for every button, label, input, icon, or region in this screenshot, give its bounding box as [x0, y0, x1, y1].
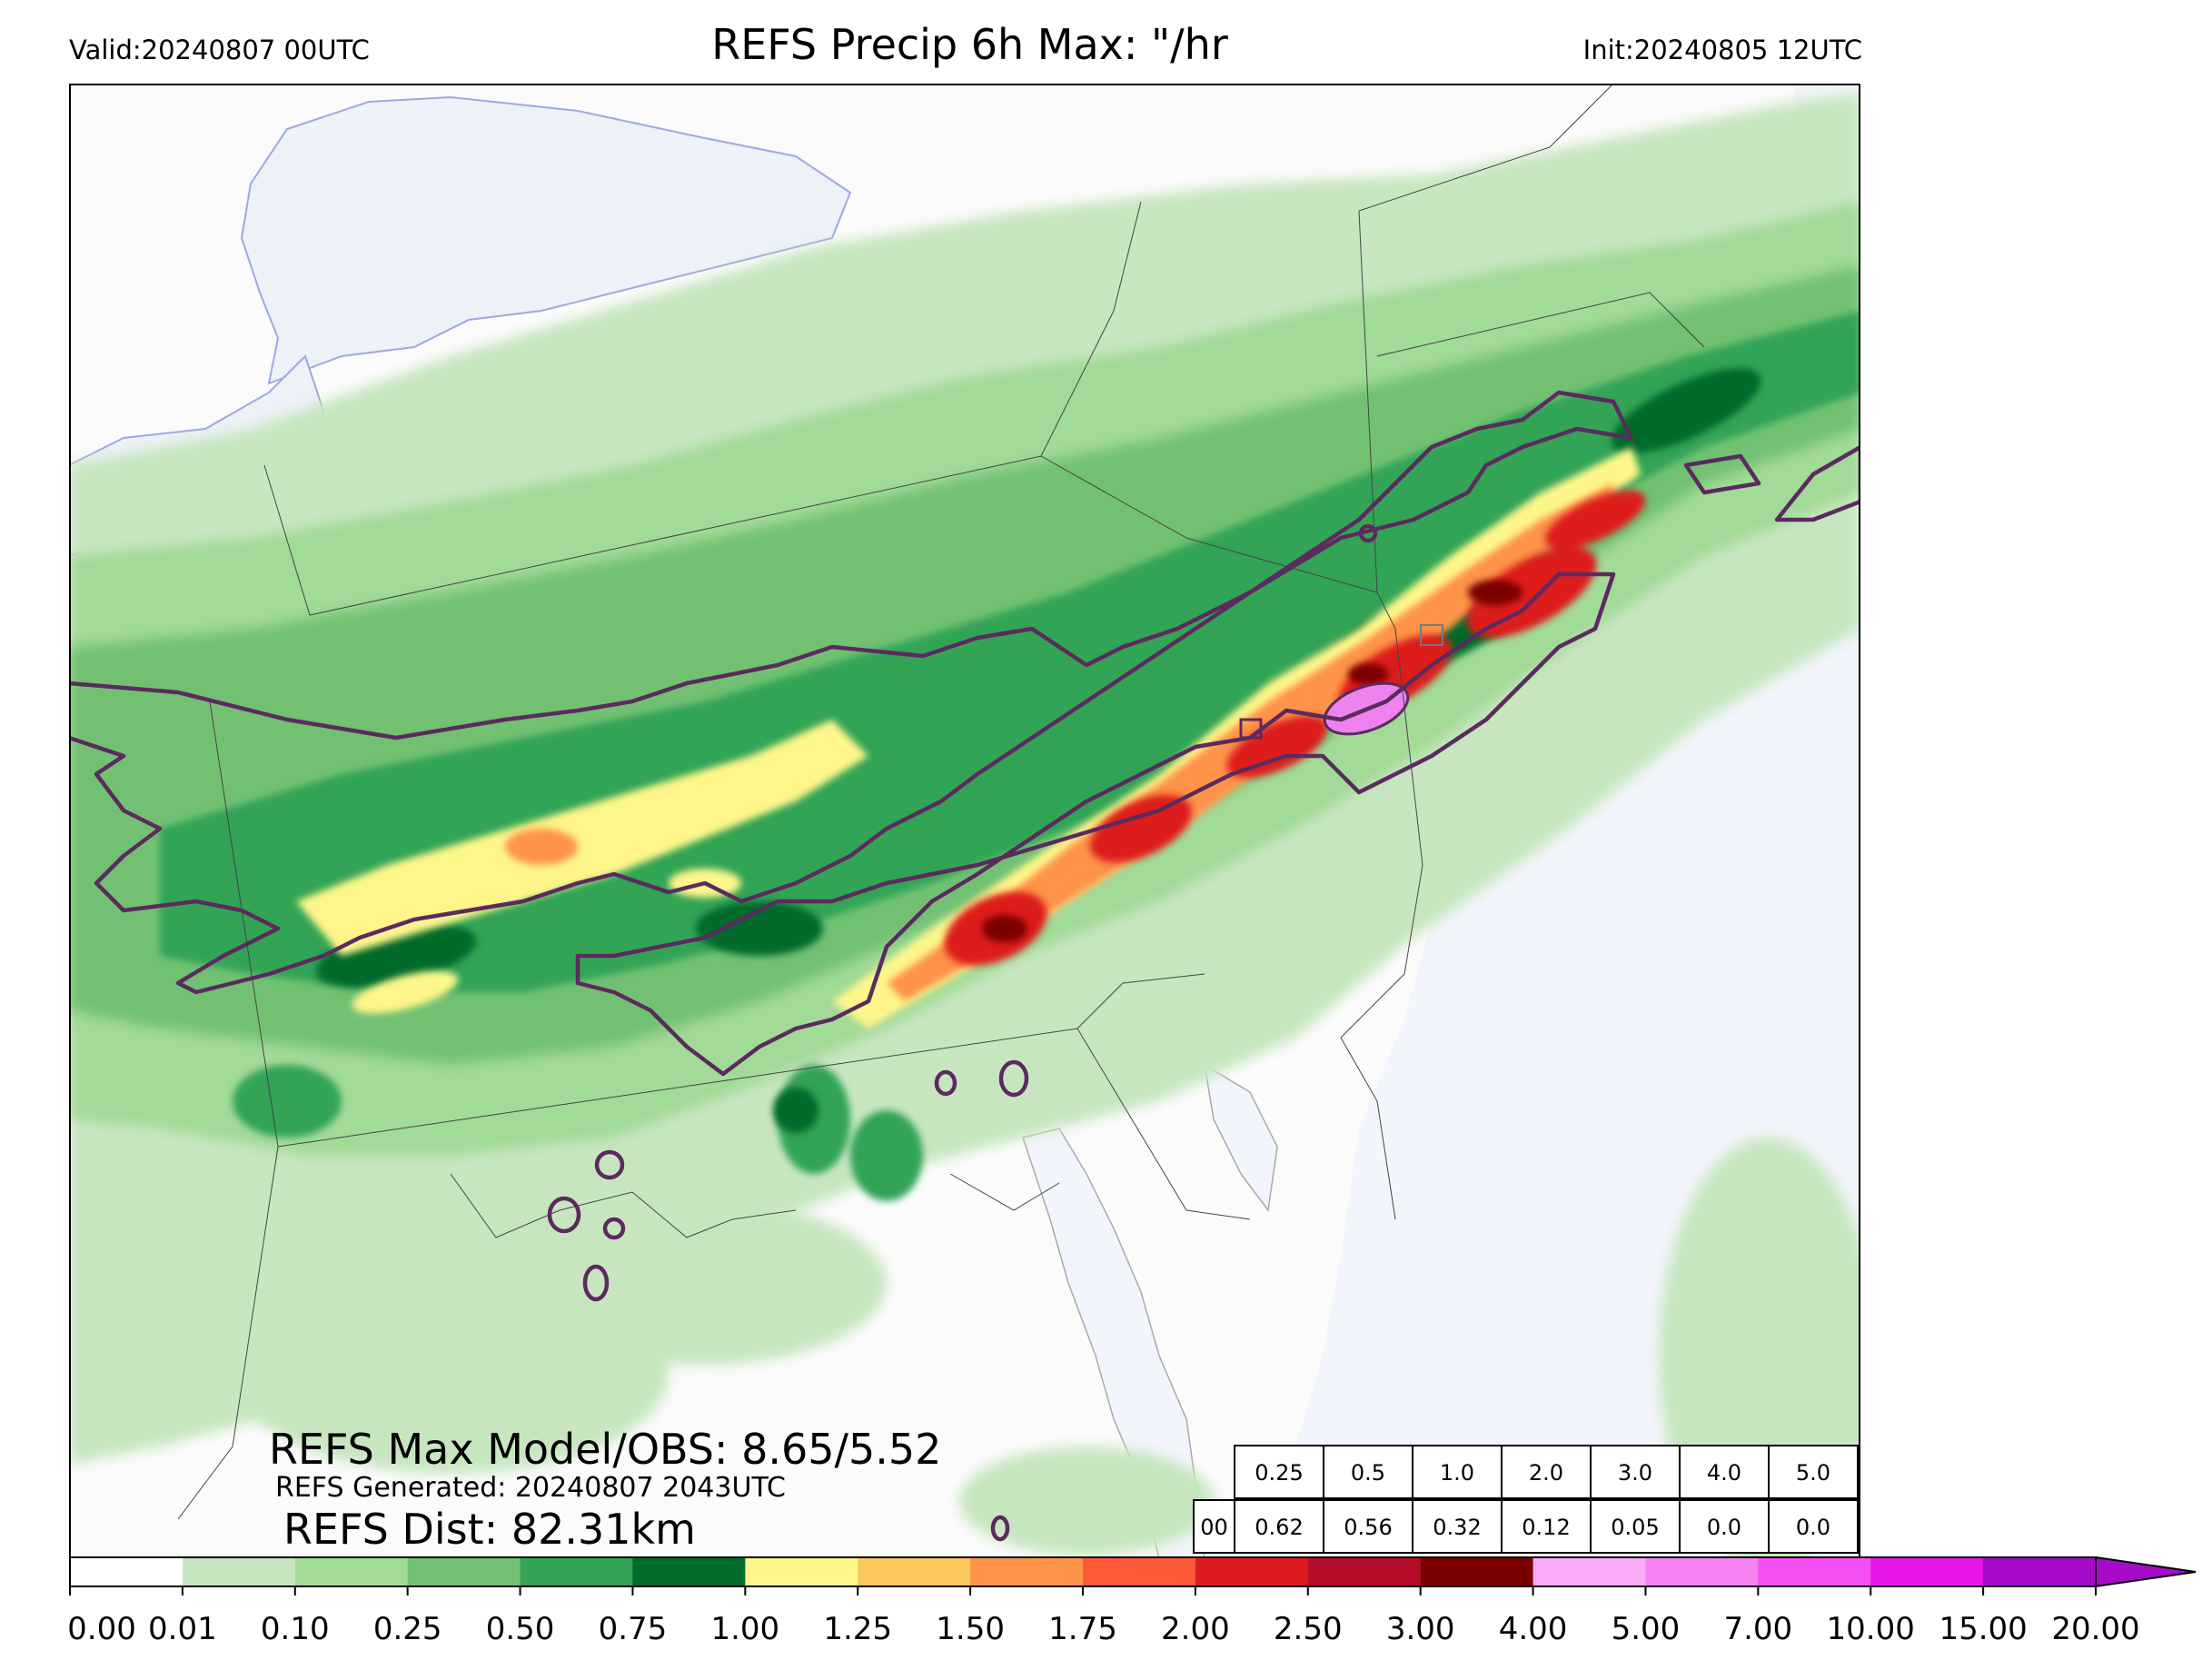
colorbar: 0.00 0.01 0.10 0.25 0.50 0.75 1.00 1.25 1.50 1.75… [67, 1556, 2206, 1666]
threshold-header-cell: 5.0 [1768, 1445, 1859, 1499]
threshold-header-cell: 2.0 [1501, 1445, 1592, 1499]
threshold-header-cell: 1.0 [1412, 1445, 1503, 1499]
colorbar-tick-label: 0.00 [69, 1611, 136, 1647]
lake-ontario [240, 95, 852, 385]
state-borders [177, 84, 1705, 1520]
valid-time-label: Valid:20240807 00UTC [69, 35, 370, 65]
obs-location-box [1420, 624, 1443, 646]
colorbar-tick-label: 15.00 [1939, 1611, 2027, 1647]
precip-light-south [233, 1138, 1860, 1559]
colorbar-swatch [70, 1557, 184, 1586]
threshold-table: 0.25 0.5 1.0 2.0 3.0 4.0 5.0 00 0.62 0.56 0.32 0.12… [1193, 1445, 1862, 1557]
threshold-header-cell: 4.0 [1679, 1445, 1770, 1499]
colorbar-swatch [858, 1557, 971, 1586]
threshold-header-cell: 3.0 [1590, 1445, 1681, 1499]
delaware-bay [1203, 1063, 1278, 1212]
colorbar-tick-label: 0.25 [373, 1611, 442, 1647]
colorbar-tick-label: 10.00 [1827, 1611, 1915, 1647]
colorbar-extend-arrow [2095, 1556, 2197, 1588]
colorbar-swatch [632, 1557, 746, 1586]
colorbar-tick-label: 0.10 [261, 1611, 330, 1647]
init-time-label: Init:20240805 12UTC [1582, 35, 1862, 65]
colorbar-tick-label: 0.75 [599, 1611, 668, 1647]
obs-contours [69, 390, 1860, 1542]
colorbar-swatch [970, 1557, 1084, 1586]
colorbar-tick-label: 3.00 [1386, 1611, 1455, 1647]
threshold-value-cell: 0.0 [1768, 1499, 1859, 1554]
colorbar-swatch [1645, 1557, 1759, 1586]
colorbar-tick-label: 1.00 [710, 1611, 779, 1647]
colorbar-tick-label: 20.00 [2051, 1611, 2139, 1647]
dist-stat: REFS Dist: 82.31km [283, 1505, 696, 1554]
threshold-value-cell: 0.56 [1323, 1499, 1413, 1554]
threshold-header-cell: 0.25 [1234, 1445, 1324, 1499]
colorbar-tick-label: 2.00 [1161, 1611, 1230, 1647]
threshold-value-cell: 0.62 [1234, 1499, 1324, 1554]
colorbar-swatch [520, 1557, 634, 1586]
max-model-obs-stat: REFS Max Model/OBS: 8.65/5.52 [269, 1425, 942, 1474]
colorbar-tick-label: 1.25 [823, 1611, 892, 1647]
colorbar-swatch [1195, 1557, 1309, 1586]
colorbar-tick-label: 5.00 [1612, 1611, 1681, 1647]
threshold-row-label: 00 [1193, 1499, 1235, 1554]
precip-map [69, 84, 1860, 1559]
threshold-value-cell: 0.32 [1412, 1499, 1503, 1554]
colorbar-swatch [294, 1557, 409, 1586]
colorbar-swatch [182, 1557, 296, 1586]
threshold-header-cell: 0.5 [1323, 1445, 1413, 1499]
threshold-value-cell: 0.05 [1590, 1499, 1681, 1554]
threshold-value-cell: 0.0 [1679, 1499, 1770, 1554]
colorbar-swatch [745, 1557, 858, 1586]
colorbar-swatch [1870, 1557, 1984, 1586]
colorbar-tick-label: 0.50 [486, 1611, 555, 1647]
generated-time-stat: REFS Generated: 20240807 2043UTC [275, 1472, 786, 1504]
colorbar-tick-label: 2.50 [1274, 1611, 1343, 1647]
colorbar-tick-label: 7.00 [1723, 1611, 1792, 1647]
colorbar-swatch [1758, 1557, 1871, 1586]
colorbar-swatch [1083, 1557, 1196, 1586]
precip-darkred [982, 580, 1523, 942]
map-title: REFS Precip 6h Max: "/hr [711, 20, 1228, 69]
colorbar-tick-label: 4.00 [1499, 1611, 1568, 1647]
colorbar-tick-label: 1.75 [1048, 1611, 1117, 1647]
colorbar-swatch [1307, 1557, 1422, 1586]
colorbar-swatch [1533, 1557, 1647, 1586]
colorbar-swatch [1420, 1557, 1534, 1586]
colorbar-swatch [407, 1557, 521, 1586]
threshold-value-cell: 0.12 [1501, 1499, 1592, 1554]
colorbar-tick-label: 1.50 [936, 1611, 1005, 1647]
colorbar-swatch [1983, 1557, 2097, 1586]
colorbar-tick-label: 0.01 [148, 1611, 217, 1647]
